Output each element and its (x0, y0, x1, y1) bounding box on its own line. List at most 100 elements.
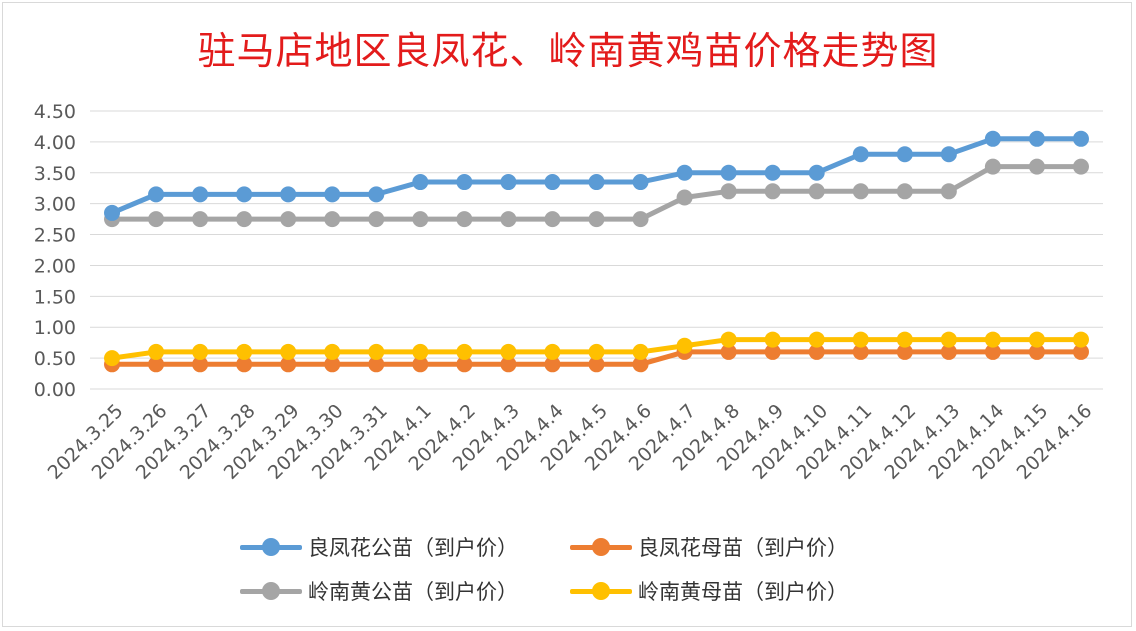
data-point (1028, 331, 1045, 348)
legend-label: 岭南黄母苗（到户价） (638, 580, 848, 604)
data-point (192, 343, 209, 360)
data-point (940, 343, 957, 360)
data-point (1028, 158, 1045, 175)
data-point (896, 146, 913, 163)
data-point (236, 356, 253, 373)
data-point (104, 350, 121, 367)
legend-item: 岭南黄公苗（到户价） (240, 576, 570, 606)
data-point (720, 183, 737, 200)
legend-item: 良凤花母苗（到户价） (570, 532, 900, 562)
data-point (1072, 343, 1089, 360)
data-point (720, 331, 737, 348)
data-point (852, 183, 869, 200)
data-point (632, 211, 649, 228)
data-point (500, 356, 517, 373)
data-point (764, 331, 781, 348)
data-point (368, 211, 385, 228)
legend: 良凤花公苗（到户价） 良凤花母苗（到户价） 岭南黄公苗（到户价） 岭南黄母苗（到… (240, 532, 940, 606)
legend-label: 良凤花公苗（到户价） (308, 536, 518, 560)
data-point (324, 343, 341, 360)
data-point (368, 356, 385, 373)
data-point (412, 174, 429, 191)
data-point (808, 343, 825, 360)
data-point (808, 183, 825, 200)
data-point (280, 343, 297, 360)
data-point (280, 186, 297, 203)
data-point (500, 343, 517, 360)
y-tick-label: 2.00 (34, 255, 76, 277)
data-point (456, 356, 473, 373)
data-point (236, 343, 253, 360)
data-point (368, 343, 385, 360)
data-point (676, 337, 693, 354)
data-point (808, 164, 825, 181)
legend-label: 良凤花母苗（到户价） (638, 536, 848, 560)
data-point (368, 186, 385, 203)
data-point (456, 211, 473, 228)
data-point (544, 174, 561, 191)
data-point (544, 343, 561, 360)
data-point (676, 164, 693, 181)
data-point (720, 343, 737, 360)
data-point (940, 183, 957, 200)
data-point (456, 343, 473, 360)
data-point (852, 343, 869, 360)
data-point (896, 331, 913, 348)
data-point (1028, 343, 1045, 360)
legend-swatch (570, 580, 632, 602)
legend-swatch (570, 536, 632, 558)
data-point (324, 186, 341, 203)
data-point (544, 211, 561, 228)
y-tick-label: 1.50 (34, 286, 76, 308)
legend-swatch (240, 580, 302, 602)
data-point (984, 130, 1001, 147)
data-point (324, 356, 341, 373)
data-point (940, 146, 957, 163)
data-point (544, 356, 561, 373)
data-point (632, 356, 649, 373)
y-tick-label: 3.00 (34, 194, 76, 216)
y-tick-label: 4.50 (34, 101, 76, 123)
data-point (192, 356, 209, 373)
data-point (1072, 130, 1089, 147)
data-point (764, 164, 781, 181)
y-tick-label: 4.00 (34, 132, 76, 154)
data-point (412, 356, 429, 373)
data-point (896, 343, 913, 360)
data-point (280, 211, 297, 228)
y-tick-label: 2.50 (34, 225, 76, 247)
chart-title: 驻马店地区良凤花、岭南黄鸡苗价格走势图 (197, 29, 939, 73)
data-point (456, 174, 473, 191)
data-point (148, 211, 165, 228)
data-point (632, 174, 649, 191)
data-point (148, 343, 165, 360)
data-point (412, 343, 429, 360)
data-point (324, 211, 341, 228)
data-point (148, 186, 165, 203)
y-tick-label: 3.50 (34, 163, 76, 185)
data-point (588, 356, 605, 373)
data-point (984, 343, 1001, 360)
data-point (852, 146, 869, 163)
data-point (676, 189, 693, 206)
data-point (1072, 158, 1089, 175)
data-point (764, 183, 781, 200)
data-point (632, 343, 649, 360)
y-tick-label: 0.50 (34, 348, 76, 370)
data-point (764, 343, 781, 360)
y-tick-label: 0.00 (34, 379, 76, 401)
data-point (104, 204, 121, 221)
data-point (720, 164, 737, 181)
legend-item: 岭南黄母苗（到户价） (570, 576, 900, 606)
data-point (236, 211, 253, 228)
y-tick-label: 1.00 (34, 317, 76, 339)
data-point (412, 211, 429, 228)
data-point (500, 174, 517, 191)
data-point (192, 186, 209, 203)
data-point (148, 356, 165, 373)
data-point (588, 211, 605, 228)
legend-item: 良凤花公苗（到户价） (240, 532, 570, 562)
data-point (896, 183, 913, 200)
